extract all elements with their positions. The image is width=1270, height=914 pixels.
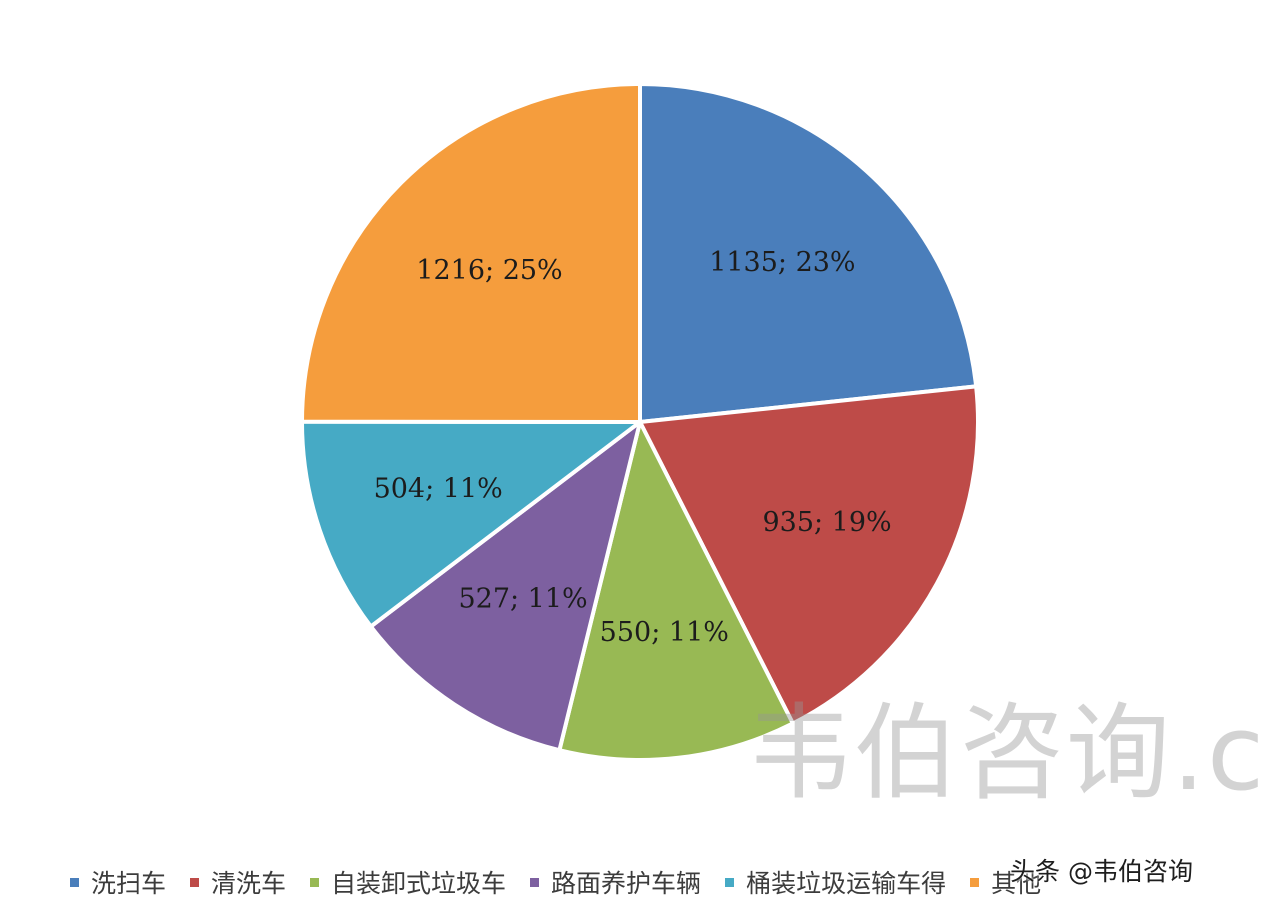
data-label-5: 504; 11% xyxy=(374,473,503,504)
legend-swatch xyxy=(190,877,200,887)
data-label-2: 935; 19% xyxy=(762,507,891,538)
legend-item-1: 洗扫车 xyxy=(70,864,166,900)
legend-item-2: 清洗车 xyxy=(190,864,286,900)
legend-swatch xyxy=(970,877,980,887)
legend-label: 自装卸式垃圾车 xyxy=(331,869,507,898)
pie-slice-1 xyxy=(638,82,979,424)
legend-label: 清洗车 xyxy=(211,869,287,898)
data-label-3: 550; 11% xyxy=(600,617,729,648)
legend-label: 洗扫车 xyxy=(91,869,167,898)
legend-swatch xyxy=(310,877,320,887)
legend-item-6: 其他 xyxy=(970,864,1041,900)
pie-slice-2 xyxy=(638,384,980,726)
legend-swatch xyxy=(70,877,79,887)
legend-label: 其他 xyxy=(991,869,1042,898)
pie-slice-4 xyxy=(368,420,642,753)
legend-label: 路面养护车辆 xyxy=(551,869,702,898)
data-label-1: 1135; 23% xyxy=(709,247,855,278)
pie-slice-3 xyxy=(557,420,795,762)
source-credit: 头条 @韦伯咨询 xyxy=(1010,857,1193,886)
legend-swatch xyxy=(530,877,540,887)
legend-item-4: 路面养护车辆 xyxy=(530,864,701,900)
legend-item-5: 桶装垃圾运输车得 xyxy=(725,864,946,900)
legend-item-3: 自装卸式垃圾车 xyxy=(310,864,506,900)
pie-slice-5 xyxy=(299,419,642,629)
legend-swatch xyxy=(725,877,735,887)
legend: 洗扫车 清洗车 自装卸式垃圾车 路面养护车辆 桶装垃圾运输车得 其他 xyxy=(70,862,1065,902)
data-label-4: 527; 11% xyxy=(458,584,587,615)
watermark: 韦伯咨询.com xyxy=(748,692,1270,814)
pie-slices xyxy=(299,82,980,762)
pie-slice-6 xyxy=(300,82,642,424)
pie-data-labels: 1135; 23% 935; 19% 550; 11% 527; 11% 504; 11… xyxy=(374,247,892,648)
data-label-6: 1216; 25% xyxy=(416,255,562,286)
legend-label: 桶装垃圾运输车得 xyxy=(746,869,947,898)
